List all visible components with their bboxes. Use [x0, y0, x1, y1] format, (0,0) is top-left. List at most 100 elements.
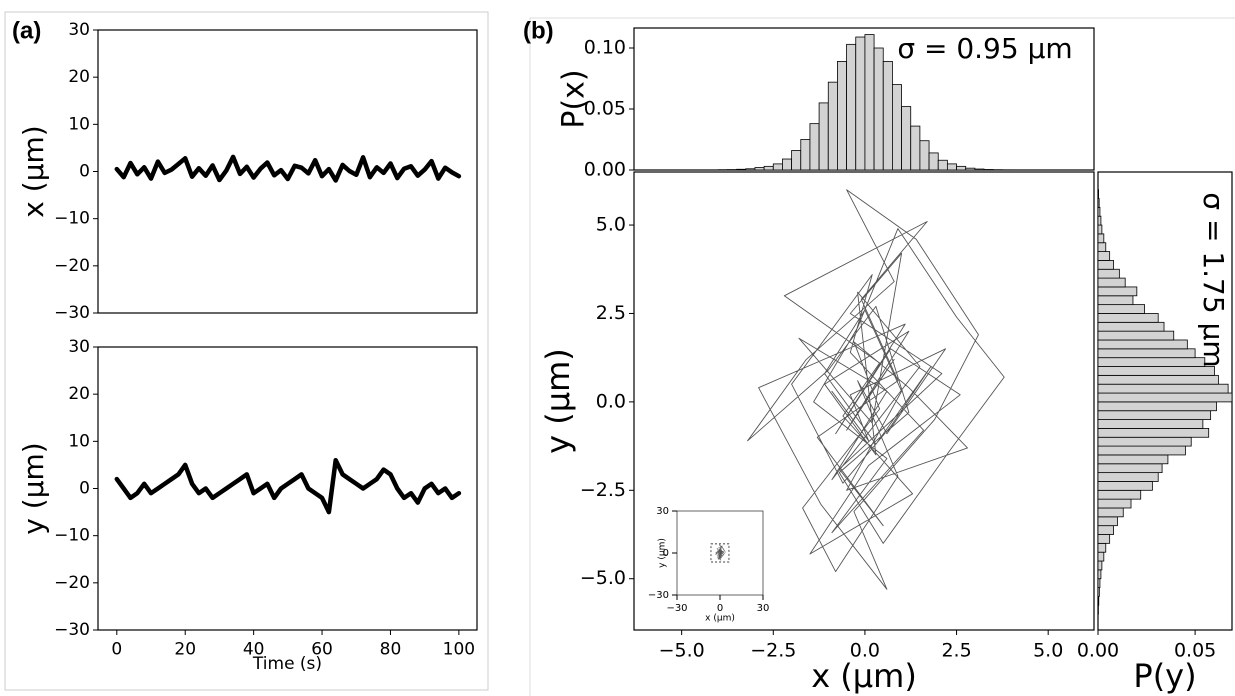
- x-tick-label: 60: [311, 639, 333, 659]
- bar: [827, 81, 838, 171]
- bar: [1097, 481, 1153, 491]
- y-tick-label: 5.0: [596, 214, 626, 236]
- bar: [1097, 304, 1146, 314]
- bar: [892, 84, 902, 171]
- inset-zoom-box: [710, 543, 730, 563]
- bar: [1097, 507, 1124, 518]
- y-tick-label: 0.05: [584, 98, 626, 120]
- bar: [974, 168, 985, 171]
- y-tick-label: −20: [54, 256, 90, 276]
- bar: [754, 167, 765, 171]
- panel-label: (a): [12, 17, 41, 44]
- bar: [1097, 542, 1107, 553]
- bar: [901, 106, 912, 171]
- bar: [928, 152, 939, 171]
- bar: [846, 43, 857, 171]
- bar: [1097, 339, 1188, 350]
- x-tick-label: 20: [174, 639, 196, 659]
- bar: [1097, 419, 1204, 429]
- y-tick-label: −10: [54, 209, 90, 229]
- panel-label: (b): [523, 17, 554, 44]
- bar: [919, 140, 930, 171]
- bar: [956, 165, 967, 171]
- bar: [800, 139, 811, 171]
- bar: [1097, 472, 1159, 482]
- bar: [1097, 189, 1099, 199]
- x-tick-label: 0: [111, 639, 122, 659]
- y-axis-label: y (μm): [539, 348, 577, 454]
- bar: [946, 163, 957, 171]
- bar: [1097, 224, 1103, 235]
- bar: [1097, 596, 1100, 606]
- bar: [1097, 569, 1102, 580]
- y-tick-label: −20: [54, 573, 90, 593]
- bar: [864, 34, 875, 171]
- y-tick-label: 0.0: [596, 390, 626, 412]
- bar: [1097, 295, 1134, 306]
- y-tick-label: −5.0: [580, 567, 626, 589]
- bar: [1097, 260, 1114, 270]
- y-tick-label: 0: [663, 548, 669, 559]
- trace: [114, 154, 462, 183]
- bar: [736, 168, 747, 171]
- bar: [791, 150, 802, 171]
- y-axis-label: y (μm): [658, 538, 668, 568]
- bar: [1097, 233, 1105, 244]
- y-tick-label: −10: [54, 526, 90, 546]
- bar: [1097, 401, 1217, 412]
- bar: [1097, 587, 1100, 597]
- bar: [1097, 463, 1163, 474]
- bar: [837, 61, 847, 171]
- bar: [1097, 534, 1111, 544]
- x-axis-label: P(y): [1133, 657, 1196, 695]
- y-tick-label: 30: [68, 337, 90, 357]
- bar: [1097, 525, 1114, 535]
- y-tick-label: 10: [68, 431, 90, 451]
- bar: [1097, 277, 1126, 288]
- bar: [965, 167, 976, 171]
- x-tick-label: 2.5: [941, 640, 971, 662]
- bar: [1097, 198, 1100, 208]
- y-axis-label: x (μm): [17, 125, 50, 217]
- trace: [114, 457, 462, 515]
- bar: [1097, 242, 1107, 252]
- bar: [1097, 498, 1132, 509]
- panel-frame: [4, 11, 489, 691]
- x-tick-label: 100: [443, 639, 475, 659]
- y-tick-label: −30: [54, 303, 90, 323]
- annotation: σ = 0.95 μm: [897, 32, 1072, 65]
- y-tick-label: 0.10: [584, 37, 626, 59]
- x-tick-label: 0.00: [1077, 640, 1119, 662]
- y-tick-label: 10: [68, 114, 90, 134]
- y-tick-label: 0: [79, 479, 90, 499]
- trace: [747, 189, 1005, 590]
- x-axis-label: x (μm): [705, 614, 735, 624]
- bar: [1097, 410, 1212, 420]
- bar: [1097, 454, 1169, 465]
- bar: [1097, 383, 1229, 394]
- x-tick-label: 0.0: [850, 640, 880, 662]
- annotation: σ = 1.75 μm: [1197, 192, 1230, 367]
- bar: [782, 158, 793, 171]
- bar: [1097, 215, 1102, 226]
- x-tick-label: −2.5: [750, 640, 796, 662]
- y-tick-label: 0.00: [584, 159, 626, 181]
- y-tick-label: 0: [79, 162, 90, 182]
- x-axis-label: Time (s): [252, 654, 322, 674]
- bar: [1097, 313, 1159, 323]
- bar: [1097, 489, 1142, 500]
- y-axis-label: y (μm): [17, 442, 50, 534]
- bar: [818, 102, 829, 171]
- y-tick-label: 2.5: [596, 302, 626, 324]
- y-tick-label: 30: [656, 506, 669, 517]
- x-tick-label: 0: [717, 603, 723, 614]
- bar: [1097, 206, 1101, 217]
- bar: [1097, 286, 1138, 297]
- y-axis-label: P(x): [557, 69, 592, 128]
- bar: [1097, 268, 1120, 279]
- bar: [1097, 321, 1165, 332]
- bar: [1097, 392, 1233, 403]
- bar: [745, 168, 756, 171]
- bar: [1097, 560, 1103, 571]
